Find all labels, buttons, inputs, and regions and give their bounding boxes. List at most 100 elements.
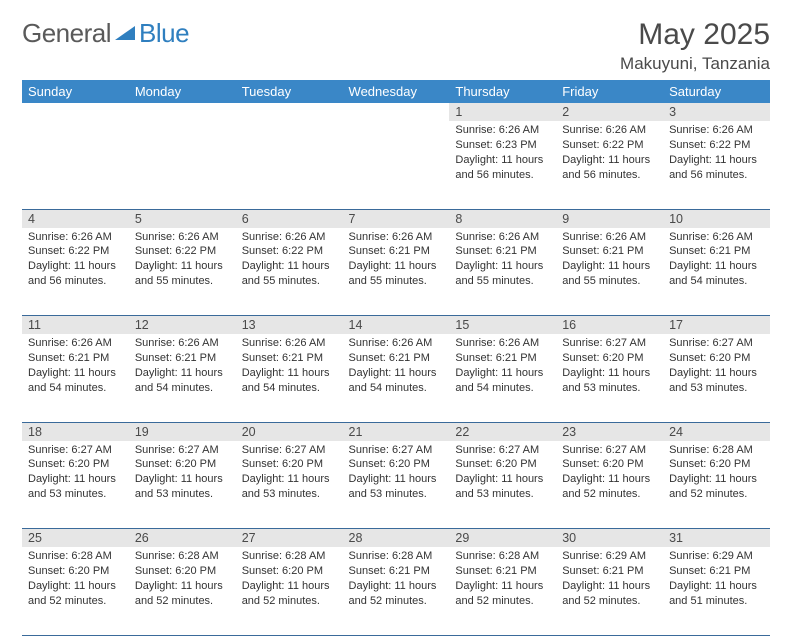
day-body-cell: Sunrise: 6:28 AMSunset: 6:20 PMDaylight:… — [22, 547, 129, 635]
day-header: Saturday — [663, 80, 770, 103]
day-body-cell: Sunrise: 6:27 AMSunset: 6:20 PMDaylight:… — [663, 334, 770, 422]
day-number-row: 123 — [22, 103, 770, 121]
day-body-cell: Sunrise: 6:27 AMSunset: 6:20 PMDaylight:… — [343, 441, 450, 529]
day-number-cell — [343, 103, 450, 121]
day-number-cell: 7 — [343, 209, 450, 228]
day-details: Sunrise: 6:27 AMSunset: 6:20 PMDaylight:… — [236, 441, 343, 506]
day-details: Sunrise: 6:26 AMSunset: 6:21 PMDaylight:… — [343, 228, 450, 293]
day-details: Sunrise: 6:26 AMSunset: 6:23 PMDaylight:… — [449, 121, 556, 186]
day-body-row: Sunrise: 6:28 AMSunset: 6:20 PMDaylight:… — [22, 547, 770, 635]
day-header: Monday — [129, 80, 236, 103]
day-details: Sunrise: 6:26 AMSunset: 6:22 PMDaylight:… — [22, 228, 129, 293]
day-body-cell: Sunrise: 6:27 AMSunset: 6:20 PMDaylight:… — [556, 441, 663, 529]
logo-text-general: General — [22, 18, 111, 49]
day-details: Sunrise: 6:27 AMSunset: 6:20 PMDaylight:… — [22, 441, 129, 506]
day-body-cell: Sunrise: 6:29 AMSunset: 6:21 PMDaylight:… — [556, 547, 663, 635]
day-number-cell: 16 — [556, 316, 663, 335]
day-details: Sunrise: 6:26 AMSunset: 6:22 PMDaylight:… — [556, 121, 663, 186]
month-title: May 2025 — [620, 18, 770, 52]
day-body-cell: Sunrise: 6:28 AMSunset: 6:21 PMDaylight:… — [343, 547, 450, 635]
day-details: Sunrise: 6:28 AMSunset: 6:20 PMDaylight:… — [22, 547, 129, 612]
day-number-cell: 8 — [449, 209, 556, 228]
day-body-cell: Sunrise: 6:26 AMSunset: 6:22 PMDaylight:… — [663, 121, 770, 209]
day-body-cell — [343, 121, 450, 209]
day-number-row: 25262728293031 — [22, 529, 770, 548]
day-details: Sunrise: 6:27 AMSunset: 6:20 PMDaylight:… — [556, 334, 663, 399]
day-body-row: Sunrise: 6:26 AMSunset: 6:23 PMDaylight:… — [22, 121, 770, 209]
day-number-cell: 31 — [663, 529, 770, 548]
day-body-cell: Sunrise: 6:28 AMSunset: 6:20 PMDaylight:… — [663, 441, 770, 529]
day-number-cell: 9 — [556, 209, 663, 228]
day-details: Sunrise: 6:26 AMSunset: 6:22 PMDaylight:… — [129, 228, 236, 293]
day-details: Sunrise: 6:27 AMSunset: 6:20 PMDaylight:… — [129, 441, 236, 506]
day-number-cell: 15 — [449, 316, 556, 335]
day-details: Sunrise: 6:26 AMSunset: 6:21 PMDaylight:… — [236, 334, 343, 399]
day-number-cell: 2 — [556, 103, 663, 121]
day-number-cell: 1 — [449, 103, 556, 121]
day-number-cell: 24 — [663, 422, 770, 441]
calendar-table: SundayMondayTuesdayWednesdayThursdayFrid… — [22, 80, 770, 636]
day-body-cell: Sunrise: 6:27 AMSunset: 6:20 PMDaylight:… — [129, 441, 236, 529]
day-details: Sunrise: 6:28 AMSunset: 6:21 PMDaylight:… — [449, 547, 556, 612]
day-body-cell: Sunrise: 6:28 AMSunset: 6:20 PMDaylight:… — [129, 547, 236, 635]
day-number-cell: 20 — [236, 422, 343, 441]
day-details: Sunrise: 6:26 AMSunset: 6:21 PMDaylight:… — [663, 228, 770, 293]
day-number-cell: 4 — [22, 209, 129, 228]
day-number-cell — [22, 103, 129, 121]
day-details: Sunrise: 6:27 AMSunset: 6:20 PMDaylight:… — [449, 441, 556, 506]
day-body-cell: Sunrise: 6:27 AMSunset: 6:20 PMDaylight:… — [449, 441, 556, 529]
day-details: Sunrise: 6:26 AMSunset: 6:21 PMDaylight:… — [449, 334, 556, 399]
day-header: Tuesday — [236, 80, 343, 103]
day-number-cell — [129, 103, 236, 121]
day-body-cell: Sunrise: 6:26 AMSunset: 6:21 PMDaylight:… — [343, 228, 450, 316]
day-details: Sunrise: 6:27 AMSunset: 6:20 PMDaylight:… — [663, 334, 770, 399]
day-body-cell: Sunrise: 6:28 AMSunset: 6:20 PMDaylight:… — [236, 547, 343, 635]
day-number-row: 45678910 — [22, 209, 770, 228]
day-details: Sunrise: 6:26 AMSunset: 6:21 PMDaylight:… — [343, 334, 450, 399]
day-details: Sunrise: 6:27 AMSunset: 6:20 PMDaylight:… — [343, 441, 450, 506]
day-body-cell: Sunrise: 6:26 AMSunset: 6:21 PMDaylight:… — [663, 228, 770, 316]
day-number-cell: 3 — [663, 103, 770, 121]
day-number-cell: 17 — [663, 316, 770, 335]
day-body-cell: Sunrise: 6:27 AMSunset: 6:20 PMDaylight:… — [236, 441, 343, 529]
day-number-cell: 12 — [129, 316, 236, 335]
day-number-cell: 27 — [236, 529, 343, 548]
day-number-cell — [236, 103, 343, 121]
day-body-cell — [129, 121, 236, 209]
day-header: Friday — [556, 80, 663, 103]
day-number-cell: 14 — [343, 316, 450, 335]
day-body-cell: Sunrise: 6:29 AMSunset: 6:21 PMDaylight:… — [663, 547, 770, 635]
day-header: Sunday — [22, 80, 129, 103]
day-number-cell: 18 — [22, 422, 129, 441]
day-body-cell: Sunrise: 6:26 AMSunset: 6:23 PMDaylight:… — [449, 121, 556, 209]
day-body-cell: Sunrise: 6:27 AMSunset: 6:20 PMDaylight:… — [22, 441, 129, 529]
day-header-row: SundayMondayTuesdayWednesdayThursdayFrid… — [22, 80, 770, 103]
day-number-cell: 6 — [236, 209, 343, 228]
day-body-cell — [22, 121, 129, 209]
day-details: Sunrise: 6:26 AMSunset: 6:21 PMDaylight:… — [129, 334, 236, 399]
day-body-cell: Sunrise: 6:26 AMSunset: 6:22 PMDaylight:… — [236, 228, 343, 316]
day-body-cell: Sunrise: 6:26 AMSunset: 6:21 PMDaylight:… — [22, 334, 129, 422]
day-number-cell: 25 — [22, 529, 129, 548]
day-number-cell: 22 — [449, 422, 556, 441]
day-body-cell: Sunrise: 6:26 AMSunset: 6:21 PMDaylight:… — [449, 228, 556, 316]
title-block: May 2025 Makuyuni, Tanzania — [620, 18, 770, 74]
day-body-row: Sunrise: 6:26 AMSunset: 6:21 PMDaylight:… — [22, 334, 770, 422]
day-body-row: Sunrise: 6:27 AMSunset: 6:20 PMDaylight:… — [22, 441, 770, 529]
day-details: Sunrise: 6:26 AMSunset: 6:21 PMDaylight:… — [22, 334, 129, 399]
day-body-cell: Sunrise: 6:26 AMSunset: 6:22 PMDaylight:… — [556, 121, 663, 209]
day-number-cell: 21 — [343, 422, 450, 441]
day-details: Sunrise: 6:27 AMSunset: 6:20 PMDaylight:… — [556, 441, 663, 506]
day-details: Sunrise: 6:26 AMSunset: 6:21 PMDaylight:… — [556, 228, 663, 293]
day-details: Sunrise: 6:28 AMSunset: 6:20 PMDaylight:… — [129, 547, 236, 612]
day-details: Sunrise: 6:26 AMSunset: 6:21 PMDaylight:… — [449, 228, 556, 293]
day-number-row: 11121314151617 — [22, 316, 770, 335]
day-number-cell: 19 — [129, 422, 236, 441]
day-number-cell: 30 — [556, 529, 663, 548]
day-body-row: Sunrise: 6:26 AMSunset: 6:22 PMDaylight:… — [22, 228, 770, 316]
header: General Blue May 2025 Makuyuni, Tanzania — [22, 18, 770, 74]
day-details: Sunrise: 6:28 AMSunset: 6:20 PMDaylight:… — [236, 547, 343, 612]
day-number-row: 18192021222324 — [22, 422, 770, 441]
day-body-cell: Sunrise: 6:26 AMSunset: 6:21 PMDaylight:… — [236, 334, 343, 422]
day-body-cell: Sunrise: 6:26 AMSunset: 6:22 PMDaylight:… — [22, 228, 129, 316]
